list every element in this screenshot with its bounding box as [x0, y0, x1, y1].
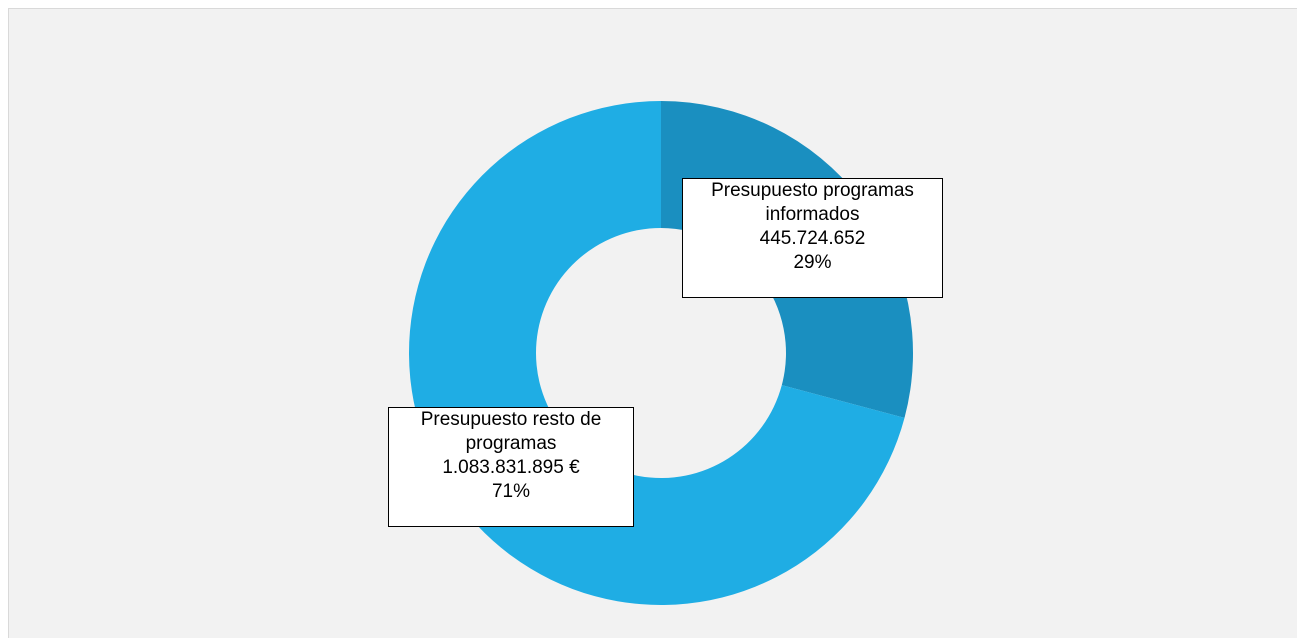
label-value: 1.083.831.895 € — [442, 457, 580, 478]
label-percent: 29% — [793, 252, 832, 273]
label-name: Presupuesto programas informados — [711, 180, 914, 225]
label-name: Presupuesto resto de programas — [420, 409, 602, 454]
data-label: Presupuesto programas informados 445.724.… — [682, 178, 943, 298]
label-value: 445.724.652 — [759, 228, 866, 249]
label-percent: 71% — [491, 481, 531, 502]
data-label: Presupuesto resto de programas 1.083.831.… — [388, 407, 634, 527]
